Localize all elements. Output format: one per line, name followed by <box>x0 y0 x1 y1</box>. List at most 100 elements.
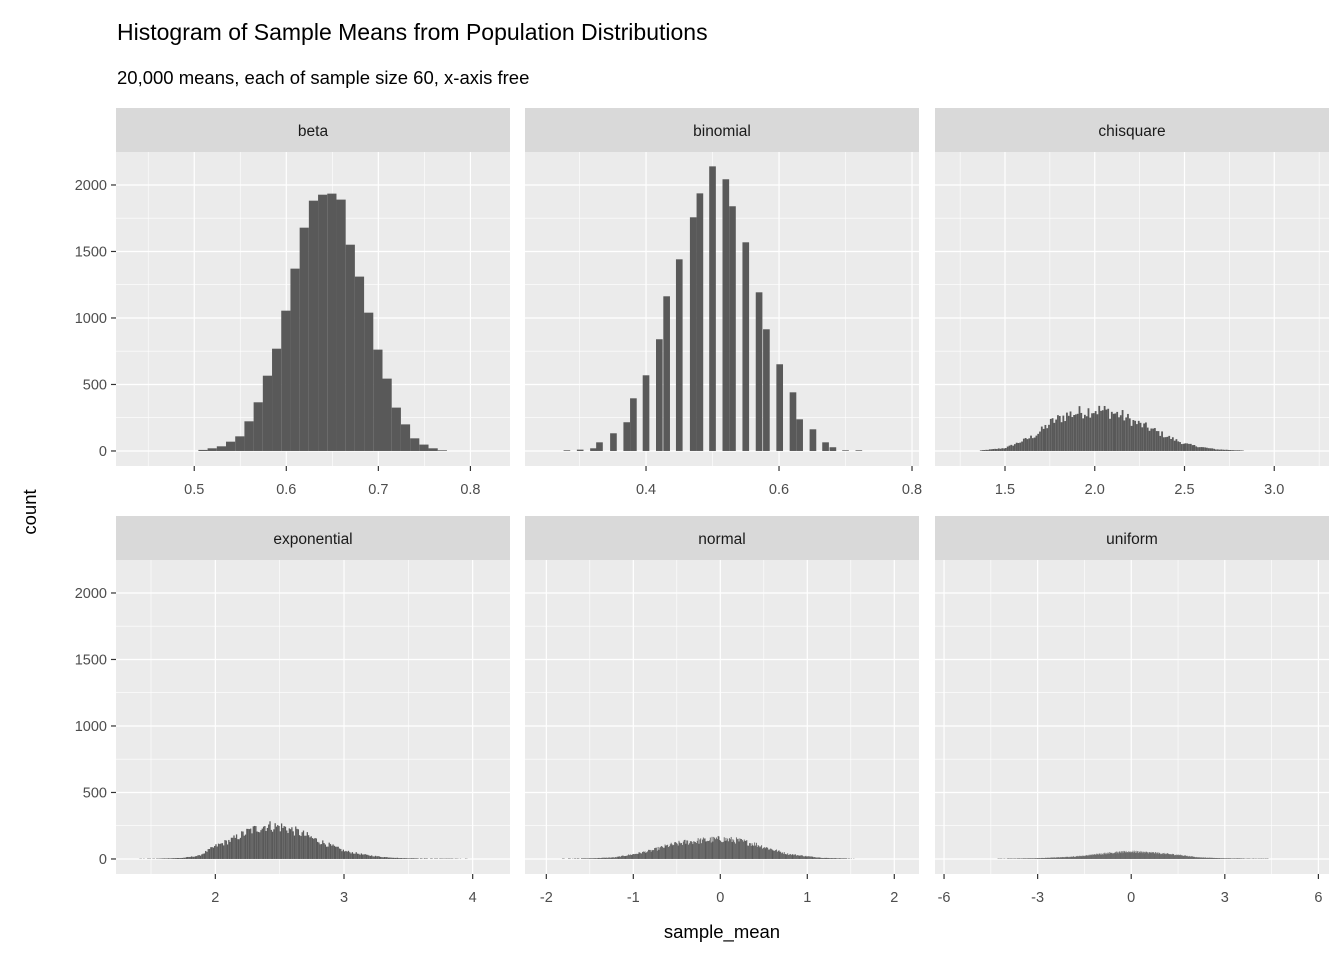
histogram-bar <box>245 835 246 859</box>
histogram-bar <box>821 858 822 859</box>
histogram-bar <box>1021 442 1023 451</box>
histogram-bar <box>1034 438 1036 451</box>
histogram-bar <box>983 450 985 451</box>
histogram-bar <box>766 847 767 859</box>
histogram-bar <box>750 843 751 859</box>
histogram-bar <box>774 851 775 859</box>
histogram-bar <box>1080 413 1082 451</box>
histogram-bar <box>354 854 355 859</box>
histogram-bar <box>619 856 620 859</box>
histogram-bar <box>419 445 428 451</box>
histogram-bar <box>630 398 637 451</box>
histogram-bar <box>817 858 818 859</box>
histogram-bar <box>368 856 369 859</box>
histogram-bar <box>346 245 355 451</box>
histogram-bar <box>584 858 585 859</box>
histogram-bar <box>629 855 630 859</box>
histogram-bar <box>762 849 763 859</box>
histogram-bar <box>587 858 588 859</box>
y-tick-label: 0 <box>99 444 107 460</box>
histogram-bar <box>195 856 196 859</box>
histogram-bar <box>1179 442 1181 451</box>
histogram-bar <box>648 850 649 859</box>
histogram-bar <box>656 339 663 451</box>
histogram-bar <box>590 448 597 451</box>
histogram-bar <box>686 840 687 859</box>
histogram-bar <box>228 840 229 859</box>
histogram-bar <box>813 857 814 859</box>
histogram-bar <box>415 858 416 859</box>
histogram-bar <box>300 836 301 859</box>
histogram-bar <box>833 858 834 859</box>
histogram-bar <box>698 838 699 859</box>
histogram-bar <box>290 269 299 451</box>
histogram-bar <box>244 836 245 859</box>
histogram-bar <box>678 846 679 859</box>
histogram-bar <box>231 838 232 859</box>
histogram-bar <box>789 854 790 858</box>
histogram-bar <box>594 858 595 859</box>
histogram-bar <box>336 200 345 451</box>
histogram-bar <box>659 850 660 859</box>
histogram-bar <box>653 850 654 859</box>
histogram-bar <box>628 854 629 858</box>
histogram-bar <box>1150 429 1152 451</box>
histogram-bar <box>702 840 703 859</box>
histogram-bar <box>799 856 800 859</box>
histogram-bar <box>1102 410 1104 451</box>
histogram-bar <box>693 841 694 859</box>
histogram-bar <box>182 858 183 859</box>
histogram-bar <box>1044 425 1046 451</box>
histogram-bar <box>240 838 241 859</box>
histogram-bar <box>651 852 652 859</box>
histogram-bar <box>402 858 403 859</box>
histogram-bar <box>692 842 693 859</box>
histogram-bar <box>421 858 422 859</box>
x-tick-label: 3 <box>340 890 348 906</box>
histogram-bar <box>298 829 299 859</box>
histogram-bar <box>701 843 702 859</box>
histogram-bar <box>235 436 244 451</box>
histogram-bar <box>731 837 732 859</box>
histogram-bar <box>794 855 795 859</box>
x-tick-label: 2 <box>890 890 898 906</box>
histogram-bar <box>652 850 653 859</box>
histogram-bar <box>1215 449 1217 450</box>
histogram-bar <box>743 842 744 859</box>
histogram-bar <box>367 855 368 859</box>
histogram-bar <box>1053 423 1055 451</box>
histogram-bar <box>184 858 185 859</box>
histogram-bar <box>1116 412 1118 451</box>
histogram-bar <box>703 838 704 859</box>
histogram-bar <box>672 844 673 859</box>
histogram-bar <box>742 242 749 451</box>
histogram-bar <box>299 835 300 859</box>
histogram-bar <box>599 858 600 859</box>
histogram-bar <box>748 846 749 859</box>
histogram-bar <box>677 844 678 859</box>
x-tick-label: 0 <box>716 890 724 906</box>
histogram-bar <box>596 858 597 859</box>
histogram-bar <box>708 841 709 859</box>
histogram-bar <box>1237 450 1239 451</box>
histogram-bar <box>752 845 753 859</box>
histogram-bar <box>1048 425 1050 451</box>
histogram-bar <box>1240 450 1242 451</box>
histogram-bar <box>426 858 427 859</box>
histogram-bar <box>257 832 258 859</box>
histogram-bar <box>181 858 182 859</box>
histogram-bar <box>714 838 715 859</box>
histogram-bar <box>611 857 612 858</box>
histogram-bar <box>717 839 718 859</box>
histogram-bar <box>277 825 278 859</box>
histogram-bar <box>834 858 835 859</box>
histogram-bar <box>394 858 395 859</box>
x-tick-label: 0.7 <box>368 482 388 498</box>
histogram-bar <box>799 855 800 859</box>
histogram-bar <box>1199 447 1201 451</box>
histogram-bar <box>676 259 683 451</box>
histogram-bar <box>345 851 346 859</box>
histogram-bar <box>641 853 642 858</box>
histogram-bar <box>291 827 292 859</box>
